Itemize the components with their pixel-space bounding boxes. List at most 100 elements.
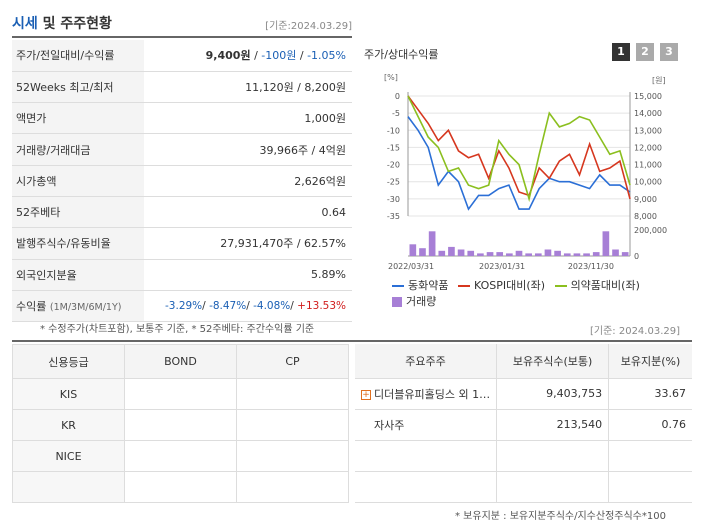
right-tick-label: 10,000 bbox=[634, 178, 662, 187]
info-label: 발행주식수/유동비율 bbox=[12, 227, 144, 260]
legend-square-icon bbox=[392, 297, 402, 307]
info-label: 52Weeks 최고/최저 bbox=[12, 71, 144, 104]
x-tick-label: 2023/11/30 bbox=[568, 262, 614, 271]
cp-rating bbox=[236, 378, 349, 410]
holder-pct: 33.67 bbox=[608, 378, 692, 410]
left-tick-label: -5 bbox=[392, 109, 400, 118]
series-line bbox=[407, 95, 631, 203]
holder-name: + 디더블유피홀딩스 외 1… bbox=[355, 378, 497, 410]
price-info-table: 주가/전일대비/수익률 9,400원 / -100원 / -1.05% 52We… bbox=[12, 40, 352, 323]
info-row: 시가총액 2,626억원 bbox=[12, 165, 352, 197]
footnote-price: * 수정주가(차트포함), 보통주 기준, * 52주베타: 주간수익률 기준 bbox=[40, 324, 315, 335]
right-tick-label: 11,000 bbox=[634, 161, 662, 170]
legend-item: 거래량 bbox=[392, 293, 436, 309]
chart-tab-3[interactable]: 3 bbox=[660, 43, 678, 61]
table-row: KR bbox=[12, 409, 349, 441]
info-value: 9,400원 / -100원 / -1.05% bbox=[144, 40, 352, 72]
volume-bar bbox=[573, 253, 581, 256]
volume-bar bbox=[409, 244, 417, 256]
left-tick-label: -35 bbox=[387, 212, 400, 221]
holder-pct bbox=[608, 440, 692, 472]
table-row: + 디더블유피홀딩스 외 1… 9,403,753 33.67 bbox=[355, 378, 692, 410]
table-row: 자사주 213,540 0.76 bbox=[355, 409, 692, 441]
table-header-row: 신용등급 BOND CP bbox=[12, 344, 349, 379]
volume-bar bbox=[457, 249, 465, 256]
right-tick-label: 15,000 bbox=[634, 92, 662, 101]
info-label: 52주베타 bbox=[12, 196, 144, 229]
shareholders-table: 주요주주 보유주식수(보통) 보유지분(%) + 디더블유피홀딩스 외 1… 9,… bbox=[355, 344, 692, 503]
info-row: 52Weeks 최고/최저 11,120원 / 8,200원 bbox=[12, 71, 352, 104]
volume-bar bbox=[438, 250, 446, 256]
column-header: 주요주주 bbox=[355, 344, 497, 379]
bond-rating bbox=[124, 440, 237, 472]
info-label: 액면가 bbox=[12, 102, 144, 135]
volume-tick-label: 200,000 bbox=[634, 226, 667, 235]
holder-pct bbox=[608, 471, 692, 503]
left-tick-label: 0 bbox=[395, 92, 400, 101]
column-header: 보유지분(%) bbox=[608, 344, 692, 379]
right-tick-label: 13,000 bbox=[634, 126, 662, 135]
info-value: 39,966주 / 4억원 bbox=[144, 133, 352, 166]
cp-rating bbox=[236, 471, 349, 503]
right-tick-label: 9,000 bbox=[634, 195, 657, 204]
chart-tab-2[interactable]: 2 bbox=[636, 43, 654, 61]
volume-bar bbox=[486, 252, 494, 256]
legend-line-icon bbox=[392, 285, 404, 287]
volume-bar bbox=[515, 250, 523, 256]
volume-tick-label: 0 bbox=[634, 252, 639, 261]
info-row: 52주베타 0.64 bbox=[12, 196, 352, 229]
info-row: 주가/전일대비/수익률 9,400원 / -100원 / -1.05% bbox=[12, 40, 352, 72]
info-value: 5.89% bbox=[144, 259, 352, 291]
info-value: 27,931,470주 / 62.57% bbox=[144, 227, 352, 260]
left-tick-label: -10 bbox=[387, 126, 400, 135]
volume-bar bbox=[554, 250, 561, 256]
table-row: KIS bbox=[12, 378, 349, 410]
volume-bar bbox=[602, 231, 610, 256]
column-header: 신용등급 bbox=[12, 344, 125, 379]
info-value: 11,120원 / 8,200원 bbox=[144, 71, 352, 104]
legend-line-icon bbox=[457, 285, 470, 287]
expand-plus-icon[interactable]: + bbox=[361, 389, 371, 400]
volume-bar bbox=[583, 253, 590, 256]
returns-value: -3.29%/ -8.47%/ -4.08%/ +13.53% bbox=[144, 290, 352, 323]
holder-name bbox=[355, 440, 497, 472]
cp-rating bbox=[236, 409, 349, 441]
chart-tab-1[interactable]: 1 bbox=[612, 43, 630, 61]
agency-name: KIS bbox=[12, 378, 125, 410]
legend-item: 동화약품 bbox=[392, 277, 448, 293]
table-row bbox=[355, 440, 692, 472]
volume-bar bbox=[448, 246, 455, 256]
table-row bbox=[12, 471, 349, 503]
info-value: 1,000원 bbox=[144, 102, 352, 135]
bond-rating bbox=[124, 378, 237, 410]
holder-name: 자사주 bbox=[355, 409, 497, 441]
chart-legend: 동화약품 KOSPI대비(좌) 의약품대비(좌) 거래량 bbox=[392, 277, 692, 309]
info-label: 주가/전일대비/수익률 bbox=[12, 40, 144, 72]
volume-bar bbox=[525, 253, 532, 256]
column-header: CP bbox=[236, 344, 349, 379]
legend-item: 의약품대비(좌) bbox=[554, 277, 640, 293]
volume-bar bbox=[544, 249, 552, 256]
holder-shares bbox=[496, 440, 609, 472]
cp-rating bbox=[236, 440, 349, 472]
table-row: NICE bbox=[12, 440, 349, 472]
info-value: 2,626억원 bbox=[144, 165, 352, 197]
left-tick-label: -30 bbox=[387, 195, 400, 204]
volume-bar bbox=[506, 253, 513, 256]
agency-name: NICE bbox=[12, 440, 125, 472]
volume-bar bbox=[612, 249, 619, 256]
bond-rating bbox=[124, 471, 237, 503]
section-title: 시세 및 주주현황 bbox=[12, 16, 112, 32]
info-row: 거래량/거래대금 39,966주 / 4억원 bbox=[12, 133, 352, 166]
volume-bar bbox=[496, 252, 504, 256]
agency-name bbox=[12, 471, 125, 503]
series-line bbox=[407, 95, 631, 200]
column-header: BOND bbox=[124, 344, 237, 379]
info-row: 액면가 1,000원 bbox=[12, 102, 352, 135]
holder-pct: 0.76 bbox=[608, 409, 692, 441]
right-tick-label: 12,000 bbox=[634, 143, 662, 152]
left-tick-label: -20 bbox=[387, 161, 400, 170]
volume-bar bbox=[592, 252, 600, 256]
bond-rating bbox=[124, 409, 237, 441]
volume-bar bbox=[621, 252, 629, 256]
